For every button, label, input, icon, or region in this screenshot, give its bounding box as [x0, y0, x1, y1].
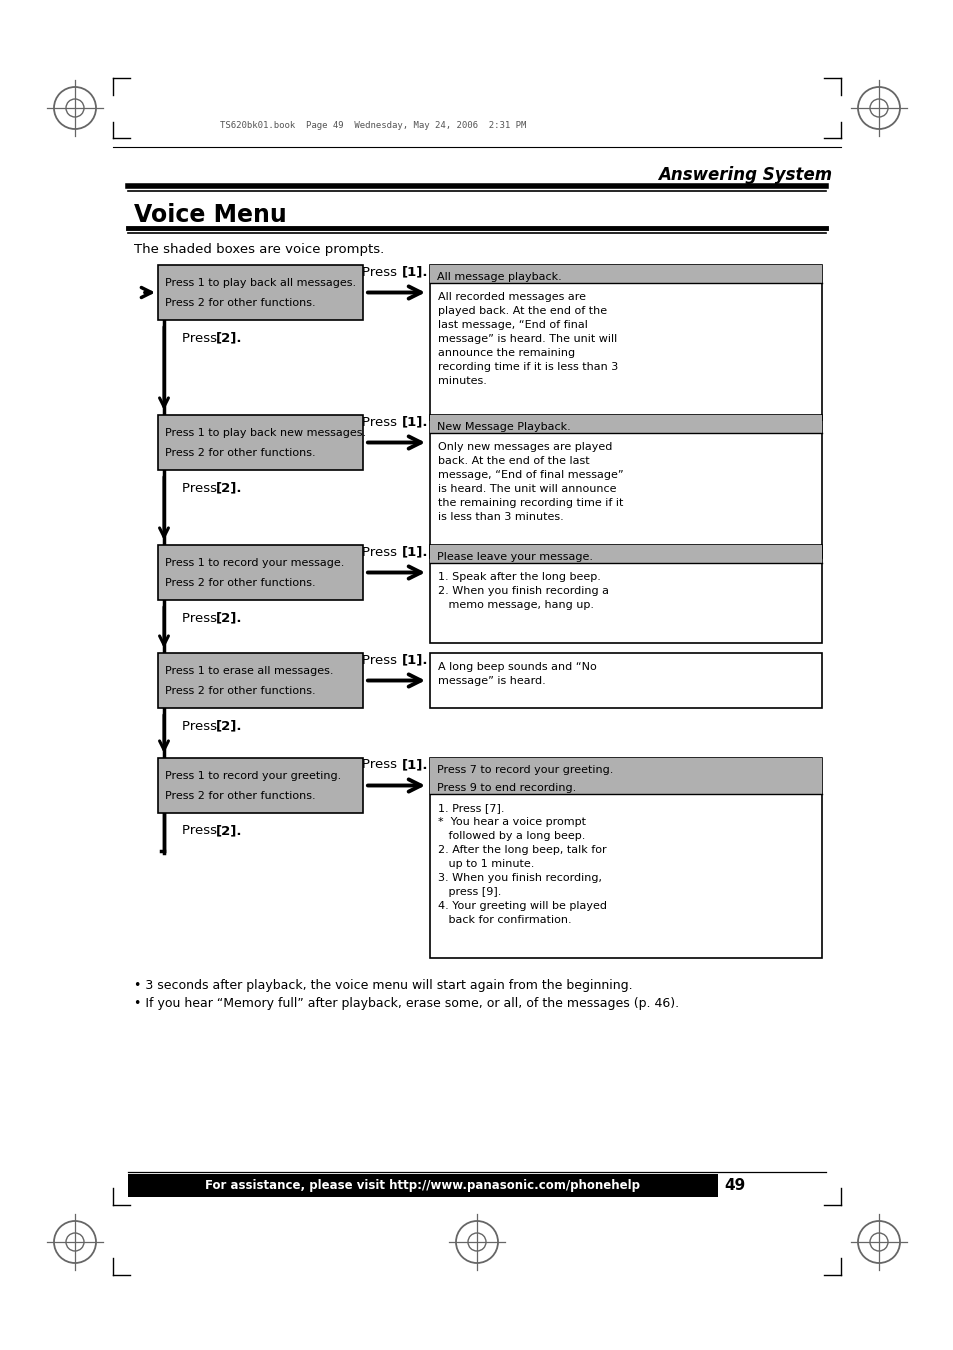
Text: [1].: [1]. [401, 653, 428, 667]
Text: recording time if it is less than 3: recording time if it is less than 3 [437, 362, 618, 373]
Text: message, “End of final message”: message, “End of final message” [437, 470, 623, 481]
Text: back for confirmation.: back for confirmation. [437, 915, 571, 925]
Text: [2].: [2]. [215, 612, 242, 625]
Text: All recorded messages are: All recorded messages are [437, 292, 585, 302]
Text: Press 9 to end recording.: Press 9 to end recording. [436, 783, 576, 792]
Text: • 3 seconds after playback, the voice menu will start again from the beginning.: • 3 seconds after playback, the voice me… [133, 980, 632, 992]
Text: the remaining recording time if it: the remaining recording time if it [437, 498, 622, 508]
Text: 1. Speak after the long beep.: 1. Speak after the long beep. [437, 572, 600, 582]
Bar [430, 653, 821, 707]
Text: Press: Press [182, 482, 221, 494]
Text: [1].: [1]. [401, 416, 428, 428]
Bar [430, 265, 821, 420]
Text: 49: 49 [723, 1179, 744, 1193]
Bar [430, 757, 821, 958]
Bar [430, 545, 821, 563]
Bar [158, 265, 363, 320]
Text: press [9].: press [9]. [437, 887, 501, 896]
Text: 2. After the long beep, talk for: 2. After the long beep, talk for [437, 845, 606, 855]
Text: • If you hear “Memory full” after playback, erase some, or all, of the messages : • If you hear “Memory full” after playba… [133, 998, 679, 1011]
Text: [1].: [1]. [401, 759, 428, 771]
Text: Answering System: Answering System [658, 166, 831, 184]
Text: message” is heard. The unit will: message” is heard. The unit will [437, 333, 617, 344]
Text: [1].: [1]. [401, 545, 428, 559]
Text: up to 1 minute.: up to 1 minute. [437, 859, 534, 869]
Text: All message playback.: All message playback. [436, 271, 561, 282]
Text: [2].: [2]. [215, 720, 242, 733]
Text: [2].: [2]. [215, 482, 242, 494]
Text: is heard. The unit will announce: is heard. The unit will announce [437, 485, 616, 494]
Text: Press: Press [182, 332, 221, 344]
Text: Press: Press [182, 825, 221, 837]
Bar [128, 1174, 718, 1197]
Text: played back. At the end of the: played back. At the end of the [437, 306, 606, 316]
Text: Press 1 to erase all messages.: Press 1 to erase all messages. [165, 666, 334, 676]
Bar [158, 414, 363, 470]
Text: Press: Press [182, 612, 221, 625]
Text: Only new messages are played: Only new messages are played [437, 441, 612, 452]
Text: announce the remaining: announce the remaining [437, 348, 575, 358]
Text: A long beep sounds and “No: A long beep sounds and “No [437, 662, 597, 672]
Text: Press: Press [362, 266, 401, 278]
Text: followed by a long beep.: followed by a long beep. [437, 832, 585, 841]
Text: 1. Press [7].: 1. Press [7]. [437, 803, 504, 813]
Text: Press: Press [362, 416, 401, 428]
Bar [430, 545, 821, 643]
Text: back. At the end of the last: back. At the end of the last [437, 456, 589, 466]
Text: *  You hear a voice prompt: * You hear a voice prompt [437, 817, 585, 828]
Text: Press 2 for other functions.: Press 2 for other functions. [165, 686, 315, 697]
Bar [430, 414, 821, 433]
Bar [430, 414, 821, 558]
Text: Press 7 to record your greeting.: Press 7 to record your greeting. [436, 765, 613, 775]
Bar [158, 757, 363, 813]
Bar [430, 757, 821, 794]
Bar [158, 653, 363, 707]
Text: The shaded boxes are voice prompts.: The shaded boxes are voice prompts. [133, 243, 384, 255]
Text: 3. When you finish recording,: 3. When you finish recording, [437, 873, 601, 883]
Text: is less than 3 minutes.: is less than 3 minutes. [437, 512, 563, 522]
Text: [2].: [2]. [215, 332, 242, 344]
Bar [158, 545, 363, 599]
Text: Press: Press [362, 759, 401, 771]
Text: [2].: [2]. [215, 825, 242, 837]
Text: Press 2 for other functions.: Press 2 for other functions. [165, 578, 315, 589]
Text: 2. When you finish recording a: 2. When you finish recording a [437, 586, 608, 595]
Text: last message, “End of final: last message, “End of final [437, 320, 587, 329]
Text: Press 1 to play back all messages.: Press 1 to play back all messages. [165, 278, 355, 288]
Text: Please leave your message.: Please leave your message. [436, 552, 593, 562]
Text: Voice Menu: Voice Menu [133, 202, 287, 227]
Text: Press: Press [362, 545, 401, 559]
Text: Press 1 to record your message.: Press 1 to record your message. [165, 558, 344, 568]
Text: Press: Press [362, 653, 401, 667]
Text: minutes.: minutes. [437, 377, 486, 386]
Text: TS620bk01.book  Page 49  Wednesday, May 24, 2006  2:31 PM: TS620bk01.book Page 49 Wednesday, May 24… [220, 120, 526, 130]
Text: 4. Your greeting will be played: 4. Your greeting will be played [437, 900, 606, 911]
Bar [430, 265, 821, 284]
Text: New Message Playback.: New Message Playback. [436, 423, 570, 432]
Text: Press 1 to play back new messages.: Press 1 to play back new messages. [165, 428, 366, 437]
Text: For assistance, please visit http://www.panasonic.com/phonehelp: For assistance, please visit http://www.… [205, 1180, 639, 1192]
Text: memo message, hang up.: memo message, hang up. [437, 599, 594, 610]
Text: Press 2 for other functions.: Press 2 for other functions. [165, 791, 315, 801]
Text: Press 2 for other functions.: Press 2 for other functions. [165, 298, 315, 308]
Text: [1].: [1]. [401, 266, 428, 278]
Text: Press 2 for other functions.: Press 2 for other functions. [165, 448, 315, 458]
Text: Press: Press [182, 720, 221, 733]
Text: message” is heard.: message” is heard. [437, 676, 545, 686]
Text: Press 1 to record your greeting.: Press 1 to record your greeting. [165, 771, 341, 782]
